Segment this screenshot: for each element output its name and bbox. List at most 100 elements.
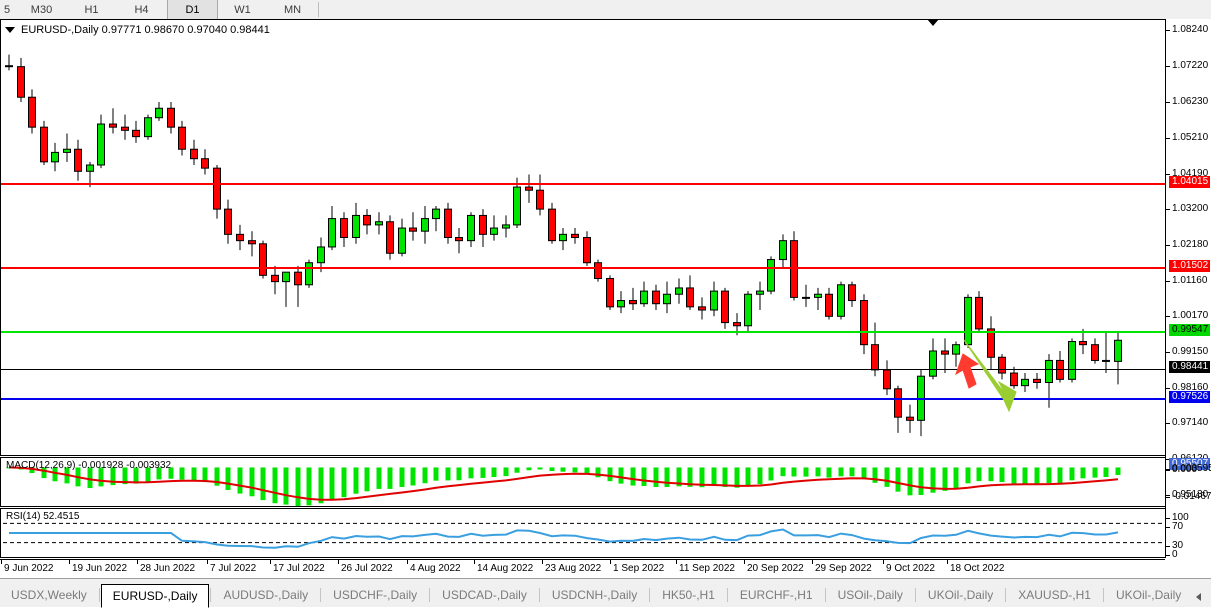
timeframe-button-mn[interactable]: MN	[283, 3, 302, 16]
tick-mark	[1166, 527, 1170, 528]
date-axis-tick	[474, 560, 475, 564]
macd-label: MACD(12,26,9) -0.001928 -0.003932	[6, 460, 172, 471]
price-level-tag[interactable]: 1.01502	[1169, 260, 1211, 272]
macd-tick: 0.000	[1166, 464, 1211, 476]
tick-mark	[1166, 174, 1170, 175]
tick-mark	[1166, 30, 1170, 31]
chart-tab-ukoildaily[interactable]: UKOil-,Daily	[1115, 588, 1182, 602]
tick-mark	[1166, 102, 1170, 103]
price-tick: 1.05210	[1166, 132, 1211, 144]
price-tick: 1.04190	[1166, 168, 1211, 180]
chart-area[interactable]: EURUSD-,Daily 0.97771 0.98670 0.97040 0.…	[0, 19, 1211, 578]
price-tick-label: 0.98160	[1172, 382, 1209, 393]
timeframe-button-h4[interactable]: H4	[134, 3, 149, 16]
price-scale[interactable]: 1.08240 1.07220 1.06230 1.05210 1.04190 1.032…	[1165, 19, 1211, 560]
date-axis-tick	[69, 560, 70, 564]
rsi-tick: 70	[1166, 521, 1211, 533]
chart-tab-usdxweekly[interactable]: USDX,Weekly	[11, 588, 87, 602]
price-tick: 0.98160	[1166, 382, 1211, 394]
scroll-left-icon[interactable]	[1196, 593, 1202, 601]
tab-divider	[649, 588, 651, 602]
price-tick-label: 1.07220	[1172, 60, 1209, 71]
price-tick-label: 1.01160	[1172, 275, 1208, 286]
toolbar-divider	[318, 2, 319, 17]
price-level-tag[interactable]: 0.95507	[1169, 458, 1211, 470]
tick-mark	[1166, 209, 1170, 210]
date-axis-tick	[207, 560, 208, 564]
tick-mark	[1166, 138, 1170, 139]
price-level-line[interactable]	[1, 267, 1165, 269]
tab-divider	[538, 588, 540, 602]
rsi-label: RSI(14) 52.4515	[6, 511, 80, 522]
price-tick: 0.97140	[1166, 417, 1211, 429]
tab-divider	[726, 588, 728, 602]
price-tick-label: 0.95130	[1172, 489, 1209, 500]
timeframe-button-5[interactable]: 5	[3, 3, 11, 16]
tick-mark	[1166, 518, 1170, 519]
chart-tab-xauusdh1[interactable]: XAUUSD-,H1	[1018, 588, 1091, 602]
date-axis-tick	[883, 560, 884, 564]
tick-mark	[1166, 352, 1170, 353]
chart-tab-strip: USDX,Weekly EURUSD-,Daily AUDUSD-,Daily USD…	[0, 578, 1211, 608]
price-level-line[interactable]	[1, 369, 1165, 370]
macd-pane[interactable]: MACD(12,26,9) -0.001928 -0.003932	[0, 457, 1165, 507]
timeframe-button-h1[interactable]: H1	[84, 3, 99, 16]
chart-tab-usoildaily[interactable]: USOil-,Daily	[837, 588, 903, 602]
date-axis-label: 28 Jun 2022	[140, 563, 196, 574]
tick-mark	[1166, 459, 1170, 460]
price-tick: 1.01160	[1166, 275, 1211, 287]
price-level-line[interactable]	[1, 183, 1165, 185]
chart-tab-audusddaily[interactable]: AUDUSD-,Daily	[223, 588, 309, 602]
price-pane[interactable]: EURUSD-,Daily 0.97771 0.98670 0.97040 0.…	[0, 19, 1165, 456]
chart-tab-usdchfdaily[interactable]: USDCHF-,Daily	[333, 588, 418, 602]
tab-divider	[914, 588, 916, 602]
timeframe-button-w1[interactable]: W1	[234, 3, 251, 16]
price-level-tag[interactable]: 0.97526	[1169, 391, 1211, 403]
date-axis-label: 9 Jun 2022	[4, 563, 54, 574]
rsi-tick: 100	[1166, 512, 1211, 524]
price-level-line[interactable]	[1, 331, 1165, 333]
chart-position-marker	[927, 20, 939, 26]
date-axis-label: 17 Jul 2022	[273, 563, 325, 574]
date-axis-label: 4 Aug 2022	[410, 563, 461, 574]
tab-scroll-controls[interactable]	[1192, 593, 1211, 607]
chart-tab-usdcnhdaily[interactable]: USDCNH-,Daily	[551, 588, 638, 602]
price-tick-label: 1.04190	[1172, 168, 1209, 179]
date-axis-tick	[407, 560, 408, 564]
rsi-pane[interactable]: RSI(14) 52.4515	[0, 508, 1165, 558]
price-level-tag[interactable]: 0.98441	[1169, 361, 1211, 373]
price-tick-label: 0.97140	[1172, 417, 1209, 428]
chart-tab-eurusddaily[interactable]: EURUSD-,Daily	[100, 584, 210, 608]
price-tick: 1.07220	[1166, 60, 1211, 72]
date-axis-label: 7 Jul 2022	[210, 563, 257, 574]
price-tick-label: 1.00170	[1172, 310, 1209, 321]
date-axis-label: 9 Oct 2022	[886, 563, 935, 574]
date-axis-label: 1 Sep 2022	[613, 563, 665, 574]
timeframe-button-m30[interactable]: M30	[30, 3, 53, 16]
price-level-tag[interactable]: 1.04015	[1169, 176, 1211, 188]
tab-divider	[320, 588, 322, 602]
tab-divider	[824, 588, 826, 602]
chart-tab-eurchfh1[interactable]: EURCHF-,H1	[739, 588, 813, 602]
price-level-tag[interactable]: 0.99547	[1169, 324, 1211, 336]
chevron-down-icon[interactable]	[5, 26, 15, 33]
timeframe-toolbar: 5 M30 H1 H4 D1 W1 MN	[0, 0, 1211, 20]
symbol-header-text: EURUSD-,Daily 0.97771 0.98670 0.97040 0.…	[21, 23, 270, 36]
price-level-line[interactable]	[1, 398, 1165, 400]
tick-mark	[1166, 66, 1170, 67]
date-axis-tick	[947, 560, 948, 564]
tab-divider	[98, 588, 100, 602]
chart-tab-ukoildaily[interactable]: UKOil-,Daily	[927, 588, 994, 602]
date-axis-tick	[338, 560, 339, 564]
date-axis-tick	[744, 560, 745, 564]
rsi-tick: 30	[1166, 540, 1211, 552]
chart-tab-usdcaddaily[interactable]: USDCAD-,Daily	[442, 588, 527, 602]
rsi-series	[3, 522, 1162, 549]
chart-tab-hk50h1[interactable]: HK50-,H1	[662, 588, 715, 602]
timeframe-button-d1[interactable]: D1	[167, 0, 218, 19]
price-tick-label: 1.06230	[1172, 96, 1209, 107]
rsi-tick-label: 30	[1172, 540, 1184, 551]
tick-mark	[1166, 281, 1170, 282]
price-tick: 0.95130	[1166, 489, 1211, 501]
